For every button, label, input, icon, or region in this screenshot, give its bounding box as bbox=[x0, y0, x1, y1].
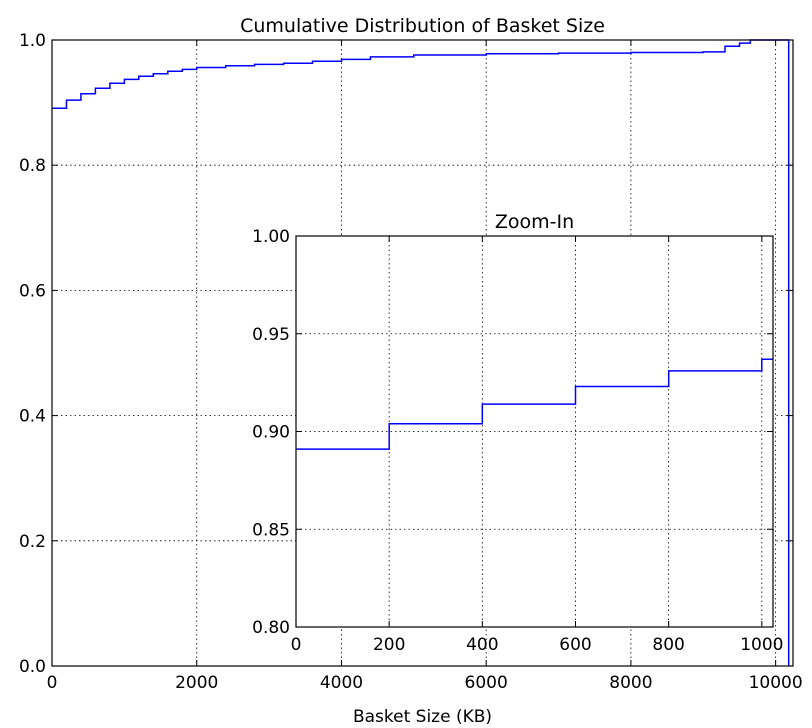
main-plot-xtick-label: 2000 bbox=[175, 673, 218, 693]
zoom-in-inset-title: Zoom-In bbox=[495, 211, 574, 233]
zoom-in-inset-ytick-label: 0.85 bbox=[252, 520, 290, 540]
zoom-in-inset-ytick-label: 0.95 bbox=[252, 325, 290, 345]
main-plot-ytick-label: 0.2 bbox=[19, 532, 46, 552]
main-plot-ytick-label: 0.6 bbox=[19, 281, 46, 301]
main-plot-ytick-label: 0.4 bbox=[19, 407, 46, 427]
main-plot-ytick-label: 0.8 bbox=[19, 156, 46, 176]
main-plot-frame bbox=[51, 39, 794, 667]
main-plot-title: Cumulative Distribution of Basket Size bbox=[240, 15, 605, 37]
zoom-in-inset-xtick-label: 200 bbox=[373, 635, 405, 655]
main-plot: 0 2000 4000 6000 8000 100000.00.20.40.60.81.0… bbox=[19, 15, 803, 727]
zoom-in-inset-xtick-label: 800 bbox=[652, 635, 684, 655]
zoom-in-inset-xtick-label: 600 bbox=[559, 635, 591, 655]
main-plot-xtick-label: 6000 bbox=[465, 673, 508, 693]
zoom-in-inset-series-line bbox=[296, 358, 773, 450]
main-plot-ytick-label: 1.0 bbox=[19, 31, 46, 51]
zoom-in-inset-ytick-label: 0.80 bbox=[252, 618, 290, 638]
main-plot-xtick-label: 8000 bbox=[609, 673, 652, 693]
main-plot-xtick-label: 10000 bbox=[749, 673, 803, 693]
main-plot-series-line bbox=[52, 39, 790, 666]
zoom-in-inset-xtick-label: 0 bbox=[291, 635, 302, 655]
zoom-in-inset-ytick-label: 1.00 bbox=[252, 227, 290, 247]
zoom-in-inset-xtick-label: 400 bbox=[466, 635, 498, 655]
zoom-in-inset: 0 200 400 600 800 1000 0.80 0.85 0.90 0.95 1.00 Zoo… bbox=[252, 211, 783, 655]
zoom-in-inset-ytick-label: 0.90 bbox=[252, 423, 290, 443]
main-plot-ytick-label: 0.0 bbox=[19, 657, 46, 677]
main-plot-xtick-label: 4000 bbox=[320, 673, 363, 693]
zoom-in-inset-xtick-label: 1000 bbox=[740, 635, 783, 655]
main-plot-xlabel: Basket Size (KB) bbox=[353, 707, 492, 727]
main-plot-xtick-label: 0 bbox=[47, 673, 58, 693]
